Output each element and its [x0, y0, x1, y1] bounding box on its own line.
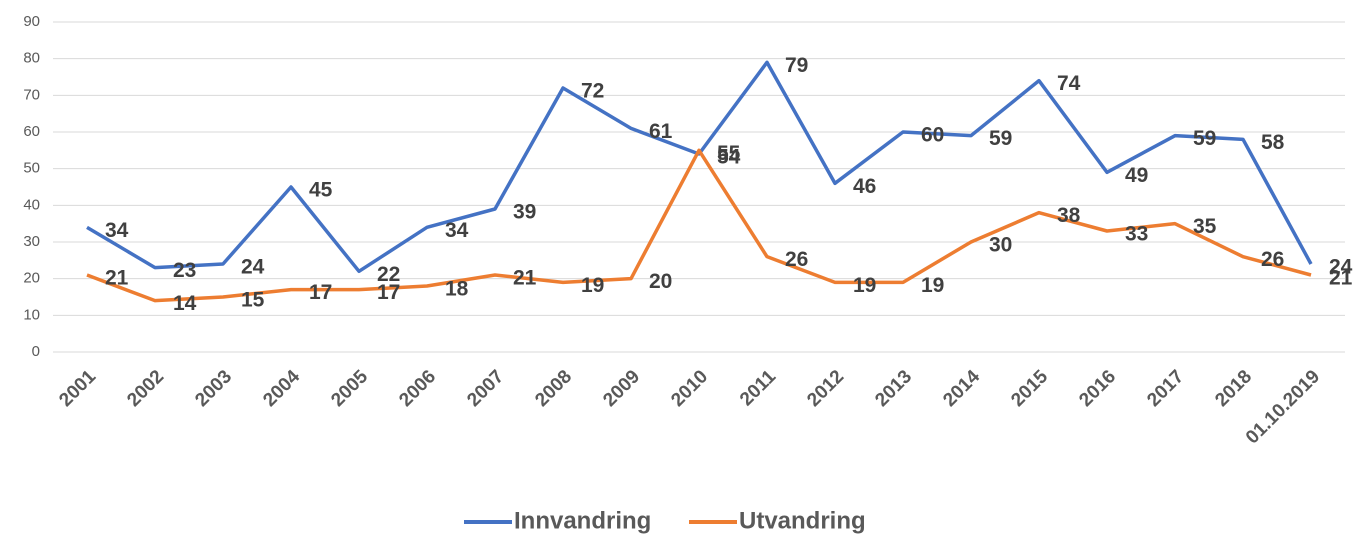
x-tick-label: 2013 — [871, 366, 916, 411]
y-tick-label: 50 — [23, 160, 40, 177]
data-label: 23 — [173, 259, 196, 282]
x-tick-label: 2014 — [939, 366, 984, 411]
x-tick-label: 2007 — [463, 366, 508, 411]
series-line — [86, 148, 1312, 303]
data-label: 19 — [581, 274, 604, 297]
data-label: 26 — [1261, 248, 1284, 271]
data-label: 54 — [717, 146, 741, 169]
data-label: 18 — [445, 278, 469, 301]
data-label: 19 — [853, 274, 876, 297]
data-label: 49 — [1125, 164, 1148, 187]
x-tick-label: 2011 — [736, 366, 780, 410]
y-tick-label: 10 — [23, 306, 40, 323]
data-label: 61 — [649, 120, 673, 143]
data-label: 46 — [853, 175, 876, 198]
x-tick-label: 2015 — [1007, 366, 1052, 411]
data-label: 45 — [309, 179, 333, 202]
data-label: 24 — [1329, 256, 1353, 279]
data-label: 19 — [921, 274, 944, 297]
y-tick-label: 40 — [23, 196, 40, 213]
data-label: 74 — [1057, 72, 1081, 95]
y-tick-label: 20 — [23, 270, 40, 287]
y-tick-label: 30 — [23, 233, 40, 250]
x-tick-label: 2002 — [123, 366, 168, 411]
data-label: 79 — [785, 54, 808, 77]
data-label: 26 — [785, 248, 808, 271]
x-tick-label: 2009 — [599, 366, 644, 411]
y-tick-label: 70 — [23, 86, 40, 103]
x-tick-label: 2003 — [191, 366, 236, 411]
data-label: 17 — [377, 281, 400, 304]
data-label: 34 — [105, 219, 129, 242]
y-tick-label: 80 — [23, 50, 40, 67]
y-tick-label: 0 — [32, 343, 40, 360]
legend-label: Innvandring — [514, 507, 651, 534]
data-label: 33 — [1125, 223, 1148, 246]
x-tick-label: 2001 — [55, 366, 100, 411]
data-label: 35 — [1193, 215, 1217, 238]
x-tick-label: 2004 — [259, 366, 304, 411]
x-tick-label: 2012 — [803, 366, 848, 411]
data-label: 59 — [1193, 127, 1216, 150]
data-label: 21 — [513, 267, 537, 290]
data-label: 60 — [921, 124, 944, 147]
x-tick-label: 2008 — [531, 366, 576, 411]
data-label: 58 — [1261, 131, 1285, 154]
x-tick-label: 2005 — [327, 366, 372, 411]
data-label: 30 — [989, 234, 1012, 257]
x-tick-label: 2017 — [1143, 366, 1188, 411]
x-tick-label: 01.10.2019 — [1242, 366, 1324, 448]
data-label: 24 — [241, 256, 265, 279]
data-label: 15 — [241, 289, 265, 312]
x-tick-label: 2006 — [395, 366, 440, 411]
y-tick-label: 90 — [23, 13, 40, 30]
data-label: 72 — [581, 80, 604, 103]
data-label: 21 — [105, 267, 129, 290]
x-tick-label: 2010 — [667, 366, 712, 411]
y-tick-label: 60 — [23, 123, 40, 140]
data-label: 59 — [989, 127, 1012, 150]
data-label: 17 — [309, 281, 332, 304]
data-label: 39 — [513, 201, 536, 224]
x-tick-label: 2016 — [1075, 366, 1120, 411]
data-label: 34 — [445, 219, 469, 242]
data-label: 20 — [649, 270, 672, 293]
x-tick-label: 2018 — [1211, 366, 1256, 411]
data-label: 55 — [717, 142, 741, 165]
legend-label: Utvandring — [739, 507, 866, 534]
data-label: 14 — [173, 292, 197, 315]
data-label: 22 — [377, 263, 400, 286]
data-label: 21 — [1329, 267, 1353, 290]
data-label: 38 — [1057, 204, 1081, 227]
